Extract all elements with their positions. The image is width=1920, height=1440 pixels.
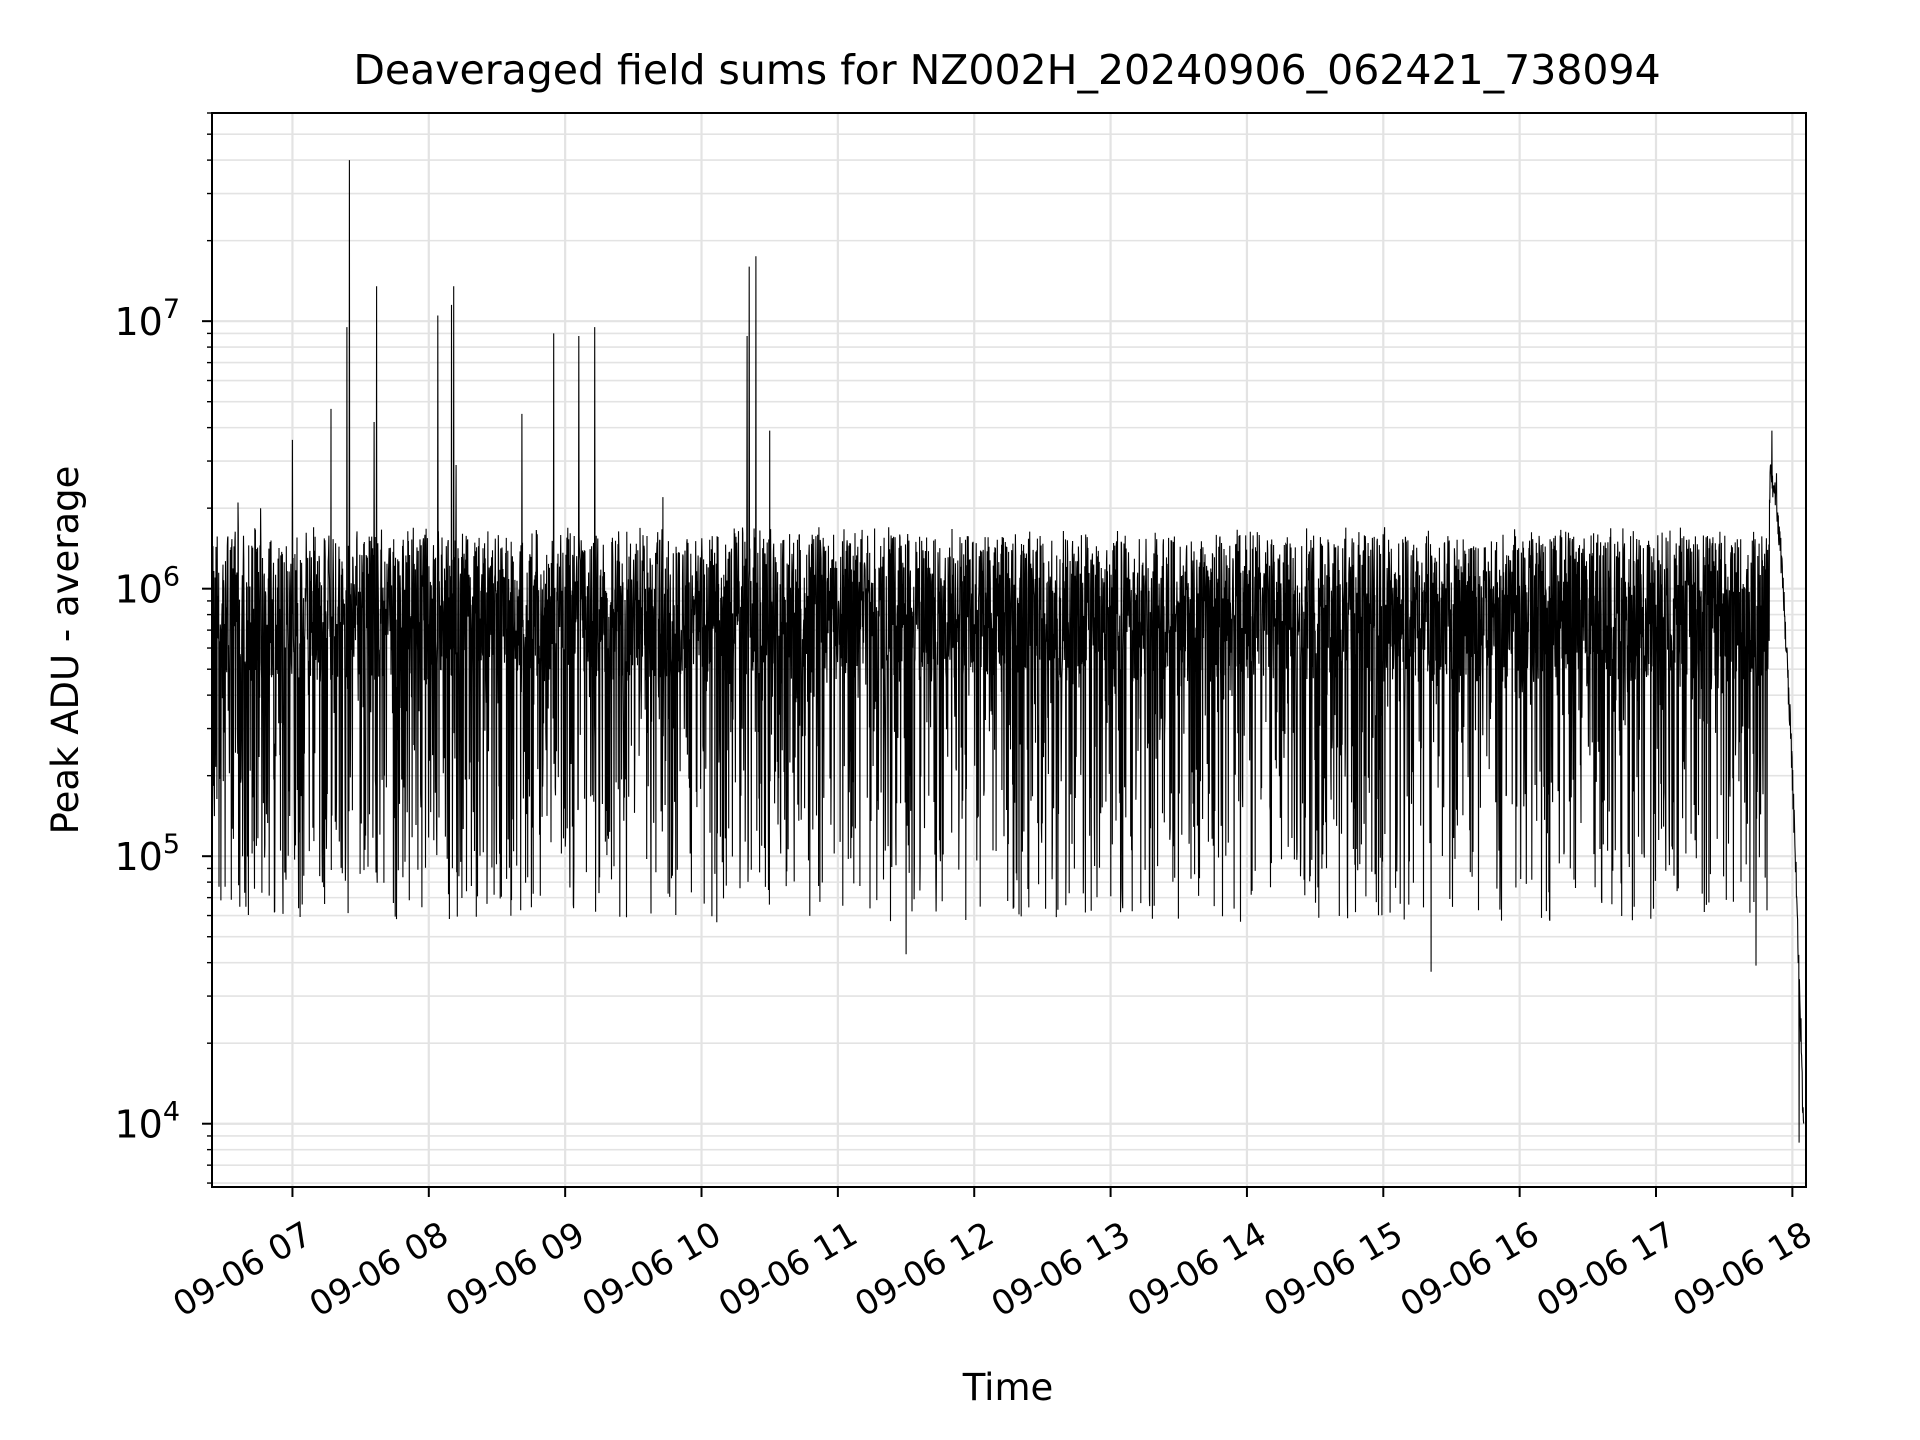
- y-tick-label: 106: [114, 562, 180, 612]
- y-tick-label: 104: [114, 1097, 180, 1147]
- x-tick-label: 09-06 09: [439, 1214, 591, 1325]
- x-tick-label: 09-06 13: [985, 1214, 1137, 1325]
- y-tick-labels: 104 105 106 107: [114, 294, 180, 1147]
- x-tick-label: 09-06 08: [303, 1214, 455, 1325]
- x-tick-label: 09-06 10: [576, 1214, 728, 1325]
- series-trace: [212, 160, 1805, 1143]
- x-tick-label: 09-06 14: [1121, 1214, 1273, 1325]
- x-tick-label: 09-06 15: [1257, 1214, 1409, 1325]
- y-axis-label: Peak ADU - average: [44, 466, 87, 835]
- x-tick-label: 09-06 17: [1530, 1214, 1682, 1325]
- y-tick-label: 107: [114, 294, 180, 344]
- x-tick-label: 09-06 07: [167, 1214, 319, 1325]
- y-tick-label: 105: [114, 829, 180, 879]
- x-tick-label: 09-06 11: [712, 1214, 864, 1325]
- x-tick-label: 09-06 18: [1666, 1214, 1818, 1325]
- series-line: [212, 160, 1805, 1143]
- plot-frame: [211, 112, 1807, 1188]
- x-tick-label: 09-06 16: [1394, 1214, 1546, 1325]
- x-tick-label: 09-06 12: [848, 1214, 1000, 1325]
- chart-title: Deaveraged field sums for NZ002H_2024090…: [353, 46, 1660, 94]
- axis-ticks: [202, 112, 1794, 1197]
- x-axis-label: Time: [962, 1366, 1054, 1409]
